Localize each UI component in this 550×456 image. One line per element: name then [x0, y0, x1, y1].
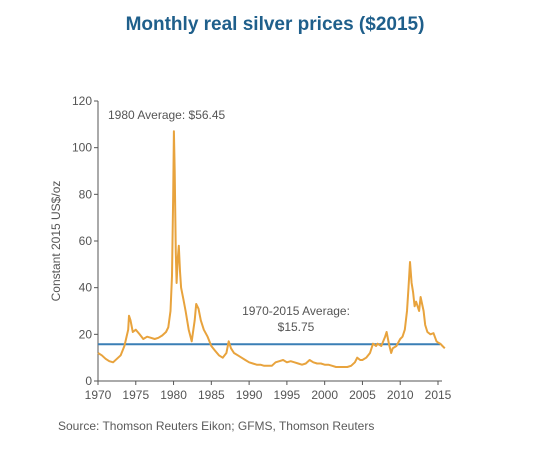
price-series-line	[97, 130, 446, 368]
y-axis-label: Constant 2015 US$/oz	[49, 181, 63, 302]
axes	[97, 101, 442, 382]
y-tick-label: 120	[72, 94, 92, 108]
peak-annotation: 1980 Average: $56.45	[108, 108, 226, 122]
chart-title: Monthly real silver prices ($2015)	[125, 14, 425, 35]
x-tick-label: 1970	[85, 388, 112, 402]
x-tick-label: 1980	[160, 388, 187, 402]
x-ticks: 1970 1975 1980 1985 1990 1995 2000 2005 2010 2015	[85, 381, 452, 402]
source-note: Source: Thomson Reuters Eikon; GFMS, Tho…	[58, 419, 375, 433]
x-tick-label: 2000	[311, 388, 338, 402]
x-tick-label: 2005	[349, 388, 376, 402]
y-tick-label: 80	[79, 187, 93, 201]
long-run-average-annotation-line1: 1970-2015 Average:	[242, 304, 350, 318]
long-run-average-annotation-line2: $15.75	[278, 320, 315, 334]
x-tick-label: 2015	[425, 388, 452, 402]
x-tick-label: 1995	[274, 388, 301, 402]
x-tick-label: 1985	[198, 388, 225, 402]
y-tick-label: 60	[79, 234, 93, 248]
y-tick-label: 100	[72, 141, 92, 155]
x-tick-label: 1975	[122, 388, 149, 402]
y-tick-label: 0	[85, 374, 92, 388]
x-tick-label: 2010	[387, 388, 414, 402]
x-tick-label: 1990	[236, 388, 263, 402]
y-tick-label: 20	[79, 327, 93, 341]
y-tick-label: 40	[79, 281, 93, 295]
y-ticks: 0 20 40 60 80 100 120	[72, 94, 98, 388]
